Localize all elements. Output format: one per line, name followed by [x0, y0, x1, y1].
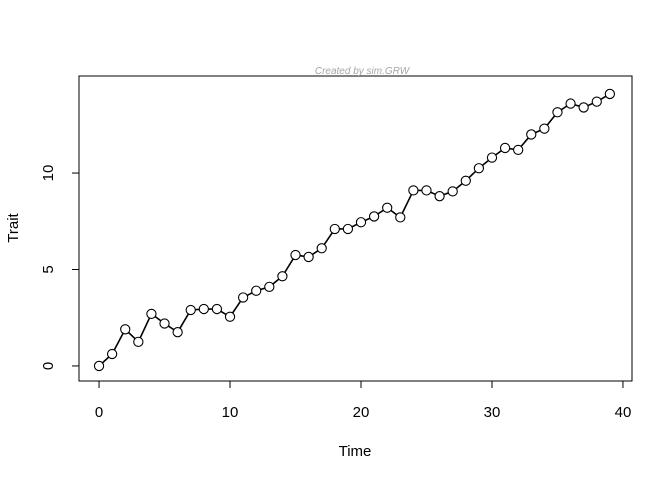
data-point: [290, 249, 301, 261]
x-axis-label: Time: [339, 443, 372, 460]
data-point: [460, 175, 471, 186]
data-point: [604, 88, 616, 100]
chart-title: Created by sim.GRW: [315, 66, 411, 77]
data-point: [368, 211, 380, 222]
data-point: [578, 102, 589, 113]
data-point: [198, 303, 209, 315]
x-tick-label: 40: [615, 404, 632, 421]
data-point: [106, 348, 118, 360]
data-point: [172, 327, 183, 338]
data-point: [382, 202, 393, 213]
data-point: [565, 98, 576, 109]
data-point: [526, 129, 537, 140]
data-point: [237, 292, 249, 303]
data-point: [473, 163, 485, 174]
data-point: [447, 186, 458, 197]
data-point: [277, 271, 288, 282]
data-point: [486, 152, 498, 163]
data-point: [591, 96, 602, 107]
data-point: [120, 324, 131, 335]
data-point: [93, 360, 105, 372]
data-point: [133, 336, 144, 347]
y-axis-label: Trait: [5, 212, 22, 242]
data-point: [316, 243, 327, 254]
data-point: [421, 185, 432, 196]
data-point: [251, 285, 262, 296]
data-point: [539, 123, 550, 134]
data-point: [355, 217, 367, 228]
data-point: [395, 212, 406, 223]
data-point: [408, 185, 419, 196]
data-point: [211, 303, 223, 315]
series-line: [98, 93, 611, 367]
data-point: [513, 144, 524, 156]
data-point: [185, 304, 196, 316]
y-tick-label: 0: [40, 362, 57, 370]
data-point: [146, 308, 157, 320]
y-tick-label: 10: [40, 165, 57, 182]
y-tick-label: 5: [40, 265, 57, 273]
x-tick-label: 0: [95, 404, 103, 421]
x-tick-label: 20: [353, 404, 370, 421]
data-point: [434, 191, 445, 202]
data-point: [159, 318, 170, 329]
data-point: [303, 251, 314, 263]
x-tick-label: 30: [484, 404, 501, 421]
data-point: [224, 311, 236, 322]
data-point: [552, 107, 563, 118]
x-tick-label: 10: [222, 404, 239, 421]
data-point: [264, 281, 275, 293]
data-point: [499, 142, 511, 154]
data-point: [329, 223, 340, 235]
data-point: [342, 223, 354, 235]
